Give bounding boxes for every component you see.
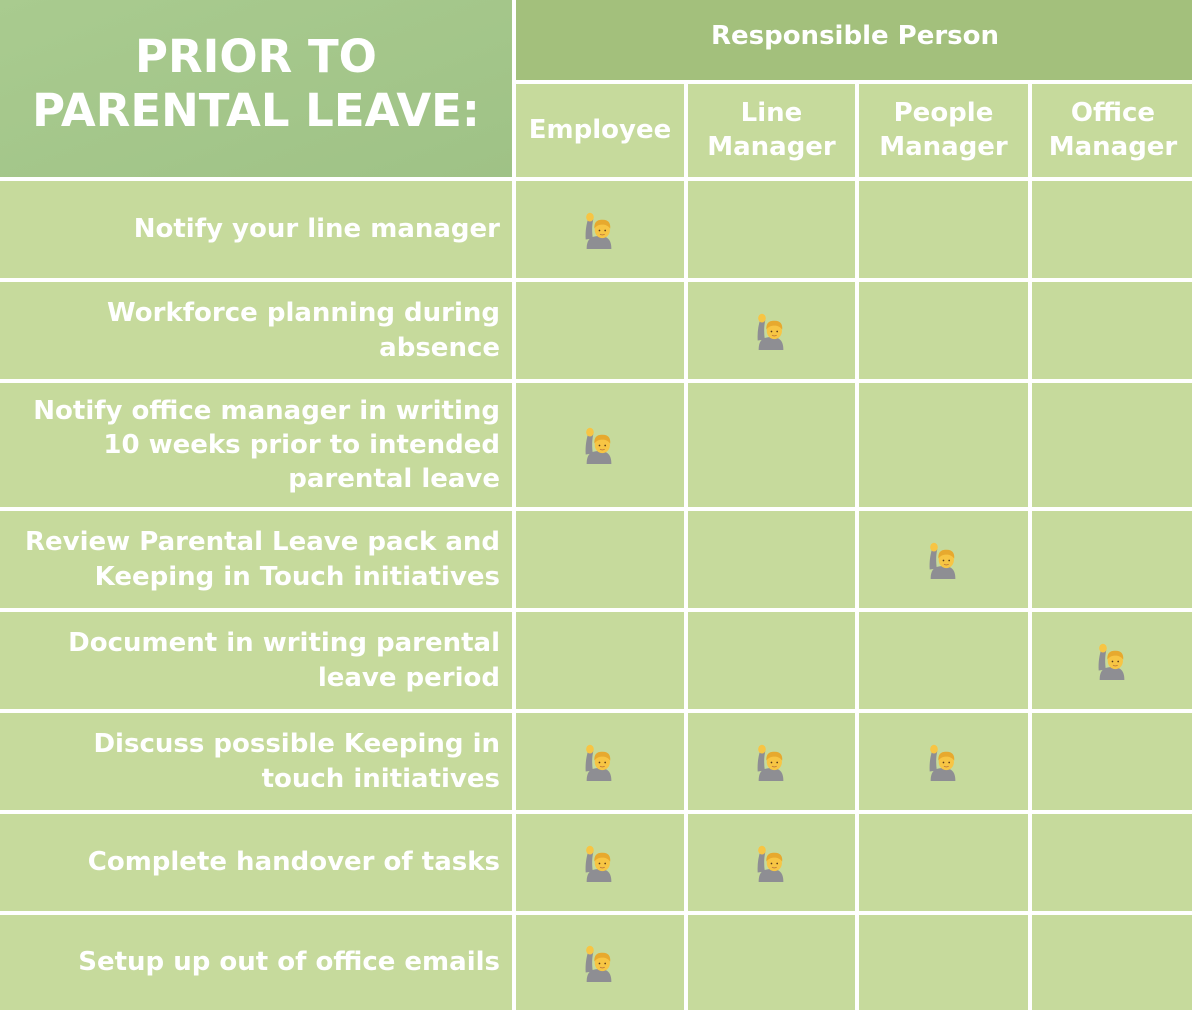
assignment-cell-employee — [516, 814, 684, 911]
assignment-cell-office-manager — [1032, 612, 1192, 709]
task-label: Document in writing parental leave perio… — [0, 612, 512, 709]
task-label: Review Parental Leave pack and Keeping i… — [0, 511, 512, 608]
assignment-cell-employee — [516, 181, 684, 278]
column-header-people-manager: People Manager — [859, 84, 1028, 177]
person-raising-hand-icon — [582, 944, 618, 982]
assignment-cell-people-manager — [859, 282, 1028, 379]
person-raising-hand-icon — [754, 844, 790, 882]
assignment-cell-employee — [516, 511, 684, 608]
assignment-cell-people-manager — [859, 383, 1028, 507]
task-label: Notify office manager in writing 10 week… — [0, 383, 512, 507]
assignment-cell-office-manager — [1032, 383, 1192, 507]
responsible-person-header: Responsible Person — [516, 0, 1192, 80]
person-raising-hand-icon — [582, 743, 618, 781]
assignment-cell-employee — [516, 612, 684, 709]
assignment-cell-office-manager — [1032, 713, 1192, 810]
assignment-cell-line-manager — [688, 612, 855, 709]
person-raising-hand-icon — [582, 211, 618, 249]
task-label: Notify your line manager — [0, 181, 512, 278]
assignment-cell-employee — [516, 383, 684, 507]
column-header-line-manager: Line Manager — [688, 84, 855, 177]
task-label: Discuss possible Keeping in touch initia… — [0, 713, 512, 810]
assignment-cell-office-manager — [1032, 511, 1192, 608]
assignment-cell-office-manager — [1032, 282, 1192, 379]
person-raising-hand-icon — [582, 426, 618, 464]
assignment-cell-office-manager — [1032, 181, 1192, 278]
person-raising-hand-icon — [926, 541, 962, 579]
assignment-cell-people-manager — [859, 181, 1028, 278]
assignment-cell-employee — [516, 915, 684, 1010]
assignment-cell-people-manager — [859, 713, 1028, 810]
assignment-cell-line-manager — [688, 511, 855, 608]
task-label: Complete handover of tasks — [0, 814, 512, 911]
assignment-cell-employee — [516, 713, 684, 810]
assignment-cell-people-manager — [859, 915, 1028, 1010]
person-raising-hand-icon — [1095, 642, 1131, 680]
assignment-cell-people-manager — [859, 814, 1028, 911]
assignment-cell-line-manager — [688, 181, 855, 278]
column-header-employee: Employee — [516, 84, 684, 177]
person-raising-hand-icon — [926, 743, 962, 781]
person-raising-hand-icon — [754, 743, 790, 781]
task-label: Workforce planning during absence — [0, 282, 512, 379]
task-label: Setup up out of office emails — [0, 915, 512, 1010]
page-title: PRIOR TO PARENTAL LEAVE: — [0, 0, 512, 177]
person-raising-hand-icon — [582, 844, 618, 882]
assignment-cell-office-manager — [1032, 915, 1192, 1010]
assignment-cell-people-manager — [859, 511, 1028, 608]
assignment-cell-people-manager — [859, 612, 1028, 709]
assignment-cell-line-manager — [688, 713, 855, 810]
assignment-cell-employee — [516, 282, 684, 379]
person-raising-hand-icon — [754, 312, 790, 350]
assignment-cell-line-manager — [688, 814, 855, 911]
column-header-office-manager: Office Manager — [1032, 84, 1192, 177]
assignment-cell-line-manager — [688, 915, 855, 1010]
assignment-cell-line-manager — [688, 383, 855, 507]
assignment-cell-office-manager — [1032, 814, 1192, 911]
assignment-cell-line-manager — [688, 282, 855, 379]
